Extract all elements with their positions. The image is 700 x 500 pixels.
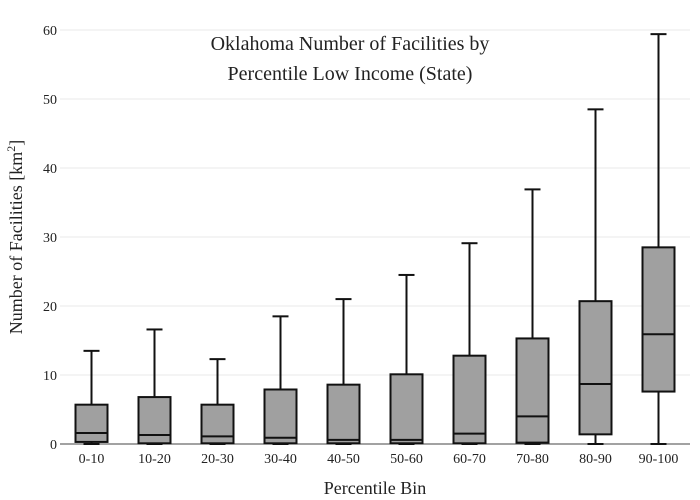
y-tick-label: 40 — [43, 162, 57, 177]
iqr-box — [389, 373, 424, 445]
x-tick-label: 10-20 — [138, 452, 171, 467]
iqr-box — [74, 403, 109, 443]
y-tick-label: 20 — [43, 300, 57, 315]
y-tick-label: 10 — [43, 369, 57, 384]
y-tick-label: 60 — [43, 24, 57, 39]
box-70-80 — [515, 188, 550, 445]
iqr-box — [200, 403, 235, 445]
iqr-box — [641, 246, 676, 393]
y-axis-title: Number of Facilities [km2] — [4, 140, 26, 334]
box-30-40 — [263, 315, 298, 445]
y-tick-label: 50 — [43, 93, 57, 108]
x-tick-label: 50-60 — [390, 452, 423, 467]
x-tick-label: 90-100 — [639, 452, 679, 467]
iqr-box — [137, 396, 172, 445]
iqr-box — [578, 300, 613, 436]
y-axis-title-end: ] — [6, 140, 26, 146]
y-axis-title-main: Number of Facilities [km — [6, 152, 26, 334]
x-axis-title: Percentile Bin — [324, 478, 426, 498]
x-tick-label: 80-90 — [579, 452, 612, 467]
chart-title-line-1: Oklahoma Number of Facilities by — [211, 33, 490, 55]
box-90-100 — [641, 33, 676, 445]
box-10-20 — [137, 328, 172, 445]
y-axis-ticks: 0 10 20 30 40 50 60 — [43, 24, 57, 453]
y-tick-label: 30 — [43, 231, 57, 246]
iqr-box — [452, 354, 487, 445]
x-tick-label: 30-40 — [264, 452, 297, 467]
x-tick-label: 20-30 — [201, 452, 234, 467]
box-80-90 — [578, 108, 613, 445]
y-tick-label: 0 — [50, 438, 57, 453]
boxes — [74, 33, 676, 445]
chart-title-line-2: Percentile Low Income (State) — [228, 63, 473, 85]
box-40-50 — [326, 298, 361, 445]
box-60-70 — [452, 242, 487, 445]
iqr-box — [263, 388, 298, 445]
y-axis-title-superscript: 2 — [4, 146, 18, 152]
x-tick-label: 60-70 — [453, 452, 486, 467]
x-axis-ticks: 0-10 10-20 20-30 30-40 40-50 50-60 60-70 70-80 8… — [79, 452, 679, 467]
box-20-30 — [200, 358, 235, 445]
iqr-box — [326, 383, 361, 445]
x-tick-label: 70-80 — [516, 452, 549, 467]
box-50-60 — [389, 273, 424, 445]
x-tick-label: 40-50 — [327, 452, 360, 467]
box-0-10 — [74, 349, 109, 445]
iqr-box — [515, 337, 550, 444]
x-tick-label: 0-10 — [79, 452, 105, 467]
